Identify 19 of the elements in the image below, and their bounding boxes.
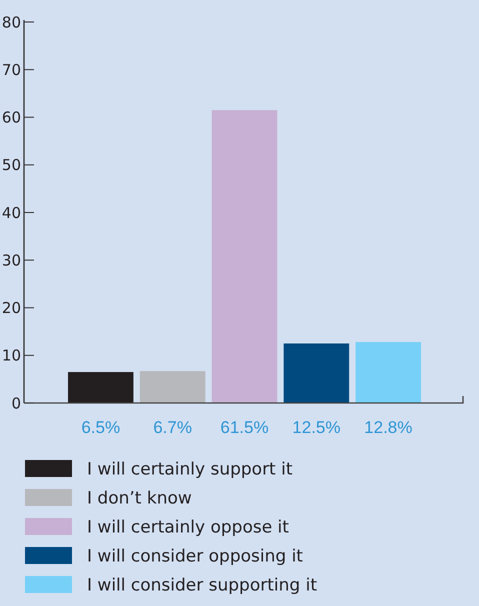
x-tick-label: 6.7% — [153, 418, 192, 437]
x-tick-label: 6.5% — [81, 418, 120, 437]
legend-label: I will certainly oppose it — [87, 517, 290, 538]
y-tick-label: 10 — [2, 346, 21, 365]
y-tick-label: 20 — [2, 299, 21, 317]
legend-label: I will certainly support it — [87, 459, 293, 480]
y-tick-label: 50 — [2, 156, 21, 174]
y-tick-label: 80 — [2, 13, 21, 32]
x-tick-label: 61.5% — [220, 418, 269, 437]
y-tick-label: 0 — [11, 394, 21, 412]
y-tick-label: 30 — [2, 251, 21, 270]
y-tick-label: 60 — [2, 108, 21, 126]
x-tick-label: 12.5% — [292, 418, 340, 437]
legend-label: I will consider opposing it — [87, 546, 304, 566]
y-tick-label: 40 — [2, 204, 21, 222]
legend-label: I don’t know — [87, 488, 192, 508]
y-tick-label: 70 — [2, 60, 21, 79]
legend-label: I will consider supporting it — [87, 575, 318, 596]
x-tick-label: 12.8% — [364, 418, 412, 437]
